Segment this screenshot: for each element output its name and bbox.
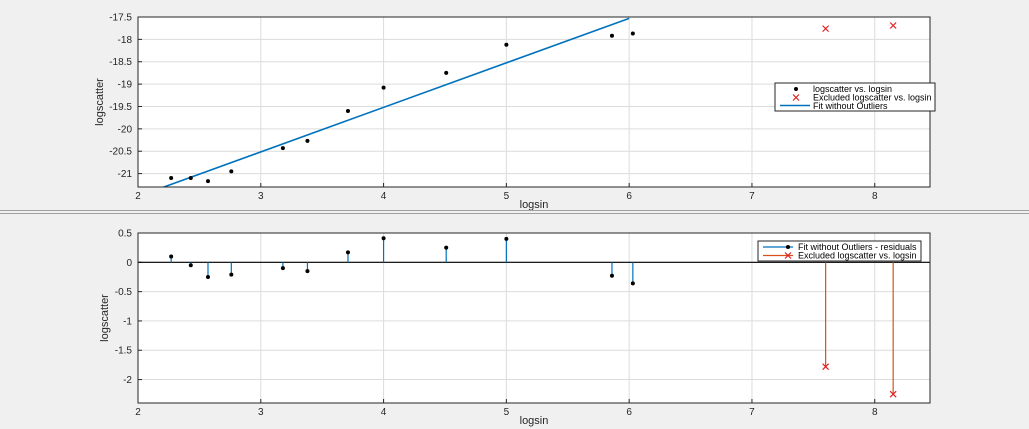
- y-tick-label: -19.5: [109, 102, 132, 113]
- bottom-plot-panel: 2 3 4 5 6 7 8 -2 -1.5 -1 -0.5 0 0.5 logsin logscatter F…: [0, 213, 1029, 429]
- x-tick-label: 4: [381, 191, 387, 202]
- legend-box: [774, 82, 936, 112]
- data-point: [229, 169, 234, 174]
- fit-plot[interactable]: 2 3 4 5 6 7 8 -21 -20.5 -20 -19.5 -19 -18.5 -18 -17.5 l…: [0, 0, 1029, 210]
- data-point: [609, 33, 614, 38]
- y-tick-label: -18: [118, 35, 133, 46]
- excluded-residual-point: [822, 363, 830, 371]
- legend-entry: Excluded logscatter vs. logsin: [813, 93, 932, 103]
- y-tick-label: -20: [118, 124, 133, 135]
- y-tick-label: -20.5: [109, 147, 132, 158]
- y-tick-label: 0.5: [118, 229, 132, 240]
- y-tick-label: 0: [126, 258, 132, 269]
- legend-marker-excluded: [792, 94, 800, 101]
- residual-point: [229, 272, 234, 277]
- residual-point: [504, 236, 509, 241]
- legend-entry: logscatter vs. logsin: [813, 84, 892, 94]
- legend-entry: Excluded logscatter vs. logsin: [798, 251, 917, 261]
- data-point: [305, 138, 310, 143]
- residual-point: [205, 274, 210, 279]
- x-tick-label: 2: [135, 191, 141, 202]
- legend-marker-excluded: [784, 252, 792, 259]
- x-tick-label: 3: [258, 407, 264, 418]
- x-tick-label: 8: [872, 191, 878, 202]
- x-tick-label: 6: [626, 191, 632, 202]
- y-tick-label: -2: [123, 375, 132, 386]
- data-point: [345, 108, 350, 113]
- top-plot-panel: 2 3 4 5 6 7 8 -21 -20.5 -20 -19.5 -19 -18.5 -18 -17.5 l…: [0, 0, 1029, 211]
- excluded-residual-point: [889, 390, 897, 398]
- data-point: [444, 70, 449, 75]
- residuals-plot[interactable]: 2 3 4 5 6 7 8 -2 -1.5 -1 -0.5 0 0.5 logsin logscatter F…: [0, 214, 1029, 429]
- y-tick-label: -17.5: [109, 13, 132, 24]
- x-tick-label: 5: [504, 191, 510, 202]
- residual-point: [188, 263, 193, 268]
- y-axis-label: logscatter: [99, 294, 111, 342]
- residual-point: [169, 254, 174, 259]
- y-tick-label: -1: [123, 316, 132, 327]
- legend-marker-data: [794, 87, 798, 91]
- data-point: [169, 176, 174, 181]
- legend-box: [757, 240, 922, 262]
- residual-point: [305, 269, 310, 274]
- y-axis-label: logscatter: [94, 78, 106, 126]
- x-tick-label: 5: [504, 407, 510, 418]
- y-tick-label: -21: [118, 169, 133, 180]
- residual-point: [381, 236, 386, 241]
- residual-point: [345, 250, 350, 255]
- x-tick-label: 8: [872, 407, 878, 418]
- residual-point: [280, 266, 285, 271]
- x-axis-label: logsin: [520, 199, 549, 210]
- x-tick-label: 4: [381, 407, 387, 418]
- x-axis-label: logsin: [520, 415, 549, 427]
- data-point: [205, 179, 210, 184]
- x-tick-label: 6: [626, 407, 632, 418]
- excluded-point: [889, 22, 897, 29]
- legend-marker-residuals-dot: [786, 245, 790, 249]
- data-point: [188, 176, 193, 181]
- y-tick-label: -18.5: [109, 57, 132, 68]
- legend-entry: Fit without Outliers - residuals: [798, 242, 917, 252]
- excluded-point: [822, 25, 830, 33]
- y-tick-label: -1.5: [115, 346, 133, 357]
- data-point: [280, 146, 285, 151]
- data-point: [630, 31, 635, 36]
- residual-point: [609, 273, 614, 278]
- residual-point: [630, 281, 635, 286]
- data-point: [381, 85, 386, 90]
- x-tick-label: 3: [258, 191, 264, 202]
- fit-line: [161, 17, 630, 187]
- legend-entry: Fit without Outliers: [813, 101, 888, 111]
- residual-point: [444, 245, 449, 250]
- axes-frame: [137, 232, 931, 404]
- data-point: [504, 42, 509, 47]
- x-tick-label: 7: [749, 191, 755, 202]
- y-tick-label: -0.5: [115, 287, 133, 298]
- y-tick-label: -19: [118, 80, 133, 91]
- x-tick-label: 7: [749, 407, 755, 418]
- x-tick-label: 2: [135, 407, 141, 418]
